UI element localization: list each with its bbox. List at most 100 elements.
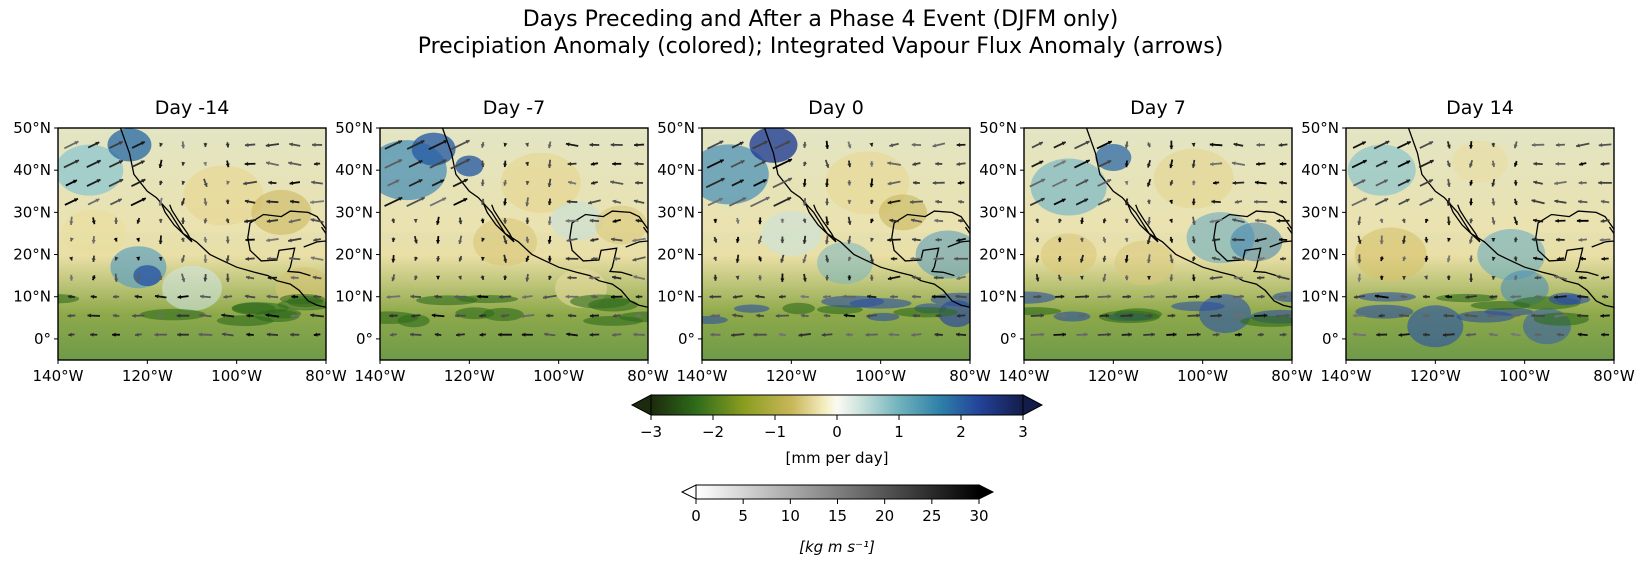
precip-anomaly-patch xyxy=(455,155,484,177)
lon-tick-label: 80°W xyxy=(1271,367,1313,385)
panel-title: Day -14 xyxy=(155,97,230,119)
precip-anomaly-patch xyxy=(411,132,456,166)
lat-tick-label: 40°N xyxy=(13,161,51,179)
precip-anomaly-patch xyxy=(1240,315,1292,327)
precip-anomaly-patch xyxy=(1114,240,1175,286)
precip-anomaly-patch xyxy=(761,210,822,256)
lat-tick-label: 30°N xyxy=(1301,203,1339,221)
flux-colorbar-tick: 25 xyxy=(922,507,941,525)
lat-tick-label: 50°N xyxy=(13,119,51,137)
coastline xyxy=(160,201,193,243)
precip-anomaly-patch xyxy=(1477,229,1546,281)
coastline xyxy=(1269,240,1292,248)
lon-tick-label: 80°W xyxy=(627,367,669,385)
lat-tick-label: 10°N xyxy=(657,288,695,306)
lon-tick-label: 100°W xyxy=(1177,367,1228,385)
coastline xyxy=(1213,210,1292,277)
panel-title: Day 0 xyxy=(808,97,864,119)
precip-anomaly-patch xyxy=(867,312,900,322)
precip-anomaly-patch xyxy=(1199,294,1251,334)
coastline xyxy=(1085,128,1292,308)
coastline xyxy=(247,210,326,277)
map-frame xyxy=(379,127,649,361)
precip-anomaly-patch xyxy=(1024,291,1056,304)
precip-anomaly-patch xyxy=(162,265,222,311)
coastline xyxy=(482,201,515,243)
precip-anomaly-patch xyxy=(1030,158,1107,216)
lon-tick-label: 100°W xyxy=(211,367,262,385)
lat-tick-label: 50°N xyxy=(979,119,1017,137)
precip-colorbar-label: [mm per day] xyxy=(786,449,889,467)
flux-colorbar-tick: 10 xyxy=(781,507,800,525)
precip-anomaly-patch xyxy=(1098,310,1160,324)
lat-tick-label: 20°N xyxy=(657,246,695,264)
flux-arrows xyxy=(1351,140,1612,337)
lon-tick-label: 120°W xyxy=(1088,367,1139,385)
precip-anomaly-patch xyxy=(1230,222,1283,262)
precip-anomaly-patch xyxy=(279,294,326,305)
map-frame xyxy=(1345,127,1615,361)
precip-anomaly-patch xyxy=(570,294,630,309)
precip-anomaly-patch xyxy=(702,144,769,205)
flux-arrows xyxy=(705,140,968,338)
lat-tick-label: 20°N xyxy=(13,246,51,264)
lon-tick-label: 120°W xyxy=(1410,367,1461,385)
precip-anomaly-patch xyxy=(416,295,478,306)
precip-anomaly-patch xyxy=(1355,304,1414,319)
map-frame xyxy=(701,127,971,361)
precip-colorbar-tick: −1 xyxy=(764,423,786,441)
precip-anomaly-patch xyxy=(183,165,264,226)
lon-tick-label: 140°W xyxy=(999,367,1050,385)
coastline xyxy=(763,128,970,308)
precip-anomaly-patch xyxy=(139,308,206,321)
coastline xyxy=(119,128,326,308)
precip-colorbar-tick: 3 xyxy=(1018,423,1028,441)
precip-anomaly-patch xyxy=(733,304,770,313)
lat-tick-label: 10°N xyxy=(979,288,1017,306)
precip-anomaly-patch xyxy=(816,241,873,284)
panel-title: Day 7 xyxy=(1130,97,1186,119)
lon-tick-label: 120°W xyxy=(444,367,495,385)
precip-anomaly-patch xyxy=(1452,140,1508,183)
coastline xyxy=(303,240,326,248)
coastline xyxy=(625,240,648,248)
figure-title: Days Preceding and After a Phase 4 Event… xyxy=(522,7,1119,32)
map-panel: Day 0 50°N 40°N 30°N 20°N 10°N 0° 140°W 120°W 100… xyxy=(657,97,991,385)
precip-anomaly-patch xyxy=(782,302,815,315)
coastline xyxy=(891,210,970,277)
precip-anomaly-patch xyxy=(61,209,126,258)
panel-title: Day -7 xyxy=(483,97,546,119)
flux-colorbar-tick: 15 xyxy=(828,507,847,525)
coastline xyxy=(1535,210,1614,277)
coastline xyxy=(1608,226,1614,234)
lat-tick-label: 40°N xyxy=(1301,161,1339,179)
flux-colorbar-tick: 20 xyxy=(875,507,894,525)
precip-anomaly-patch xyxy=(1040,233,1097,276)
lat-tick-label: 50°N xyxy=(657,119,695,137)
lon-tick-label: 80°W xyxy=(305,367,347,385)
lat-tick-label: 30°N xyxy=(335,203,373,221)
lon-tick-label: 140°W xyxy=(1321,367,1372,385)
precip-colorbar-tick: −3 xyxy=(640,423,662,441)
flux-colorbar: 0 5 10 15 20 25 30 [kg m s⁻¹] xyxy=(680,484,995,556)
lat-tick-label: 20°N xyxy=(1301,246,1339,264)
lat-tick-label: 50°N xyxy=(1301,119,1339,137)
lon-tick-label: 120°W xyxy=(122,367,173,385)
coastline xyxy=(947,240,970,248)
map-panel: Day 7 50°N 40°N 30°N 20°N 10°N 0° 140°W 120°W 100… xyxy=(979,97,1313,385)
precip-anomaly-patch xyxy=(1347,144,1416,196)
lat-tick-label: 40°N xyxy=(335,161,373,179)
precip-anomaly-patch xyxy=(893,307,958,318)
coastline xyxy=(1126,201,1159,243)
lat-tick-label: 20°N xyxy=(335,246,373,264)
coastline xyxy=(569,210,648,277)
precip-anomaly-patch xyxy=(133,265,162,287)
lat-tick-label: 10°N xyxy=(1301,288,1339,306)
lat-tick-label: 0° xyxy=(678,330,695,348)
flux-colorbar-tick: 30 xyxy=(969,507,988,525)
precip-anomaly-patch xyxy=(1354,227,1427,282)
map-panel: Day -14 50°N 40°N 30°N 20°N 10°N 0° 140°W 120°W 1… xyxy=(13,97,347,385)
precip-anomaly-patch xyxy=(1470,300,1531,310)
lat-tick-label: 30°N xyxy=(13,203,51,221)
